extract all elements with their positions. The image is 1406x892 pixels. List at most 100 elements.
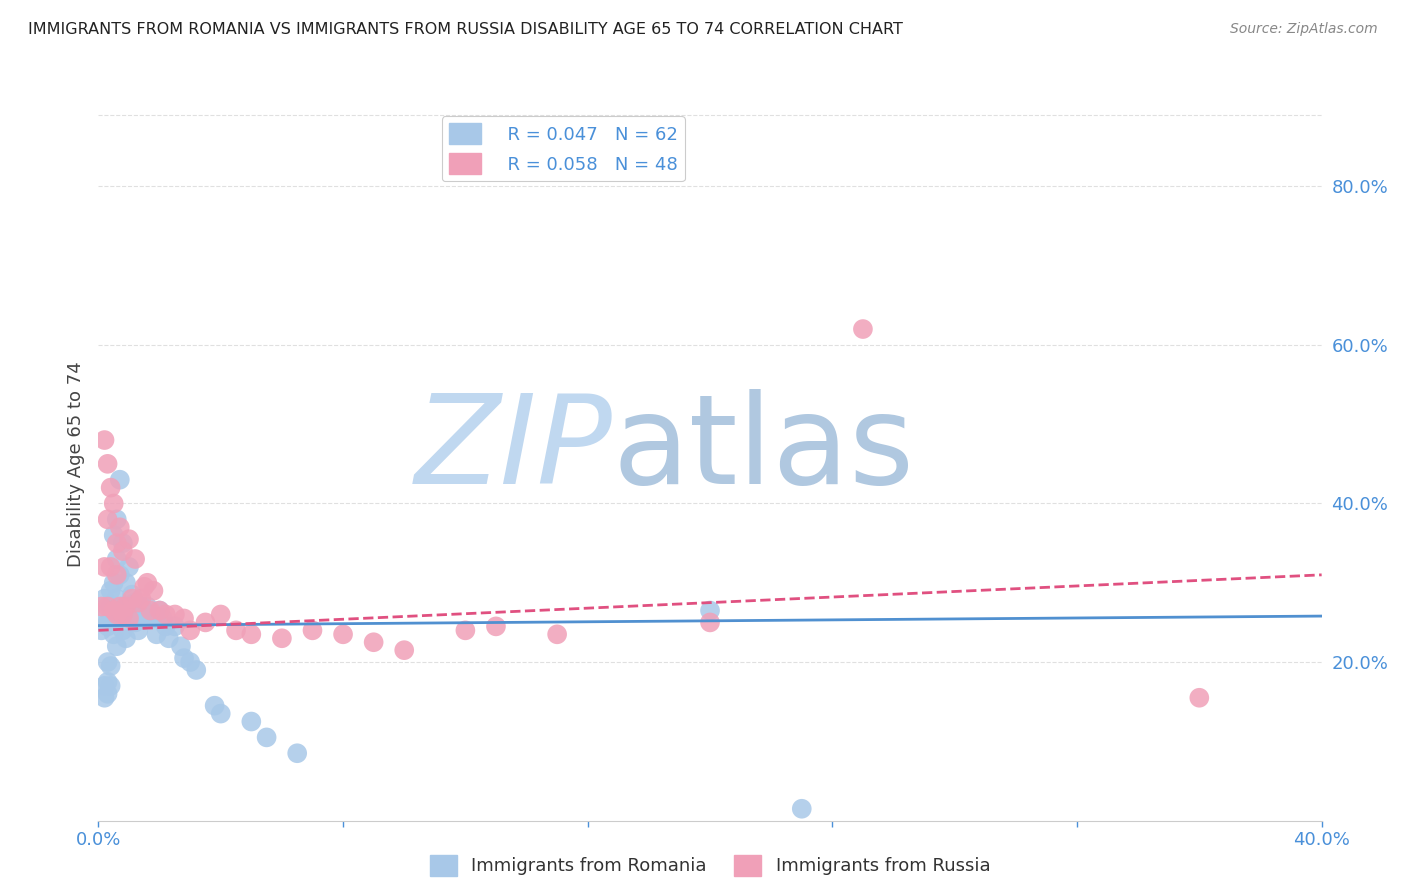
Point — [103, 496, 125, 510]
Point — [97, 457, 120, 471]
Point — [392, 643, 416, 657]
Point — [179, 655, 201, 669]
Point — [139, 603, 162, 617]
Point — [103, 575, 125, 590]
Point — [105, 639, 128, 653]
Text: IMMIGRANTS FROM ROMANIA VS IMMIGRANTS FROM RUSSIA DISABILITY AGE 65 TO 74 CORREL: IMMIGRANTS FROM ROMANIA VS IMMIGRANTS FR… — [28, 22, 903, 37]
Point — [93, 560, 115, 574]
Point — [97, 615, 120, 630]
Point — [127, 599, 149, 614]
Point — [699, 603, 721, 617]
Point — [100, 679, 122, 693]
Point — [332, 627, 354, 641]
Point — [124, 596, 146, 610]
Point — [97, 687, 120, 701]
Point — [209, 706, 232, 721]
Point — [118, 532, 141, 546]
Point — [173, 651, 195, 665]
Point — [97, 619, 120, 633]
Point — [129, 591, 152, 606]
Point — [149, 603, 172, 617]
Point — [100, 583, 122, 598]
Point — [145, 627, 167, 641]
Point — [485, 619, 508, 633]
Point — [149, 603, 172, 617]
Text: atlas: atlas — [612, 389, 914, 510]
Point — [105, 591, 128, 606]
Point — [173, 611, 195, 625]
Point — [111, 624, 134, 638]
Point — [108, 611, 131, 625]
Point — [111, 599, 134, 614]
Point — [103, 607, 125, 622]
Point — [111, 544, 134, 558]
Point — [124, 552, 146, 566]
Y-axis label: Disability Age 65 to 74: Disability Age 65 to 74 — [66, 361, 84, 566]
Point — [103, 603, 125, 617]
Point — [115, 599, 138, 614]
Point — [142, 583, 165, 598]
Point — [97, 512, 120, 526]
Point — [121, 591, 143, 606]
Point — [136, 575, 159, 590]
Point — [129, 599, 152, 614]
Point — [118, 611, 141, 625]
Point — [155, 619, 177, 633]
Point — [90, 624, 112, 638]
Point — [127, 624, 149, 638]
Point — [93, 591, 115, 606]
Point — [108, 567, 131, 582]
Point — [163, 607, 186, 622]
Point — [1188, 690, 1211, 705]
Point — [93, 433, 115, 447]
Point — [90, 599, 112, 614]
Point — [546, 627, 568, 641]
Point — [240, 627, 263, 641]
Point — [93, 607, 115, 622]
Point — [97, 599, 120, 614]
Point — [103, 627, 125, 641]
Point — [155, 607, 177, 622]
Point — [134, 580, 156, 594]
Point — [699, 615, 721, 630]
Text: Source: ZipAtlas.com: Source: ZipAtlas.com — [1230, 22, 1378, 37]
Point — [256, 731, 278, 745]
Point — [186, 663, 208, 677]
Point — [163, 619, 186, 633]
Point — [179, 624, 201, 638]
Point — [115, 632, 138, 646]
Point — [115, 603, 138, 617]
Point — [790, 802, 813, 816]
Point — [108, 599, 131, 614]
Point — [100, 481, 122, 495]
Point — [108, 520, 131, 534]
Point — [285, 746, 308, 760]
Point — [97, 655, 120, 669]
Point — [118, 560, 141, 574]
Point — [108, 473, 131, 487]
Point — [100, 599, 122, 614]
Point — [105, 607, 128, 622]
Point — [136, 599, 159, 614]
Point — [139, 607, 162, 622]
Point — [115, 575, 138, 590]
Point — [97, 674, 120, 689]
Point — [270, 632, 292, 646]
Point — [100, 615, 122, 630]
Point — [157, 632, 180, 646]
Point — [105, 552, 128, 566]
Point — [105, 536, 128, 550]
Point — [170, 639, 193, 653]
Point — [105, 567, 128, 582]
Point — [100, 560, 122, 574]
Point — [93, 690, 115, 705]
Point — [240, 714, 263, 729]
Point — [209, 607, 232, 622]
Point — [121, 611, 143, 625]
Point — [124, 615, 146, 630]
Point — [100, 659, 122, 673]
Point — [142, 611, 165, 625]
Point — [194, 615, 217, 630]
Point — [127, 596, 149, 610]
Point — [152, 611, 174, 625]
